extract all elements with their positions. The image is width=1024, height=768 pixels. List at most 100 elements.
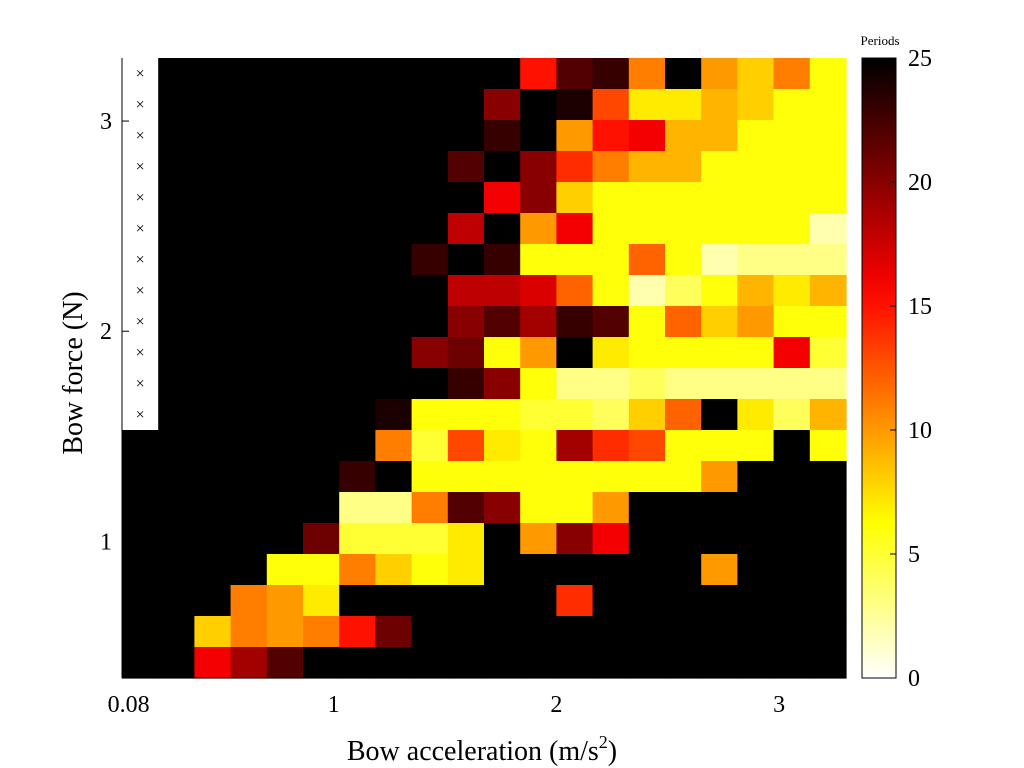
heatmap-cell xyxy=(194,430,232,462)
heatmap-cell xyxy=(628,461,666,493)
heatmap-cell xyxy=(556,58,594,90)
heatmap-cell xyxy=(158,430,195,462)
heatmap-cell xyxy=(303,151,340,183)
heatmap-cell xyxy=(447,492,485,524)
heatmap-cell xyxy=(520,244,557,276)
heatmap-cell xyxy=(122,58,159,90)
heatmap-cell xyxy=(411,368,449,400)
heatmap-cell xyxy=(809,368,847,400)
heatmap-cell xyxy=(665,306,702,338)
heatmap-cell xyxy=(266,275,304,307)
heatmap-cell xyxy=(628,585,666,617)
heatmap-cell xyxy=(158,120,195,152)
heatmap-cell xyxy=(411,616,449,648)
heatmap-cell xyxy=(556,275,594,307)
heatmap-cell xyxy=(628,182,666,214)
heatmap-cell xyxy=(339,647,376,679)
y-tick-label: 3 xyxy=(100,109,112,135)
heatmap-cell xyxy=(701,213,738,245)
heatmap-cell xyxy=(737,58,775,90)
heatmap-cell xyxy=(773,182,811,214)
heatmap-cell xyxy=(520,89,557,121)
heatmap-cell xyxy=(737,213,775,245)
heatmap-cell xyxy=(447,182,485,214)
heatmap-cell xyxy=(375,337,413,369)
heatmap-cell xyxy=(194,182,232,214)
heatmap-cell xyxy=(230,58,268,90)
heatmap-cell xyxy=(592,585,630,617)
heatmap-cell xyxy=(411,182,449,214)
heatmap-cell xyxy=(194,585,232,617)
heatmap-cell xyxy=(737,151,775,183)
heatmap-cell xyxy=(592,275,630,307)
heatmap-cell xyxy=(230,182,268,214)
not-sampled-marker: × xyxy=(136,407,145,424)
heatmap-cell xyxy=(339,523,376,555)
heatmap-cell xyxy=(411,306,449,338)
heatmap-cell xyxy=(266,337,304,369)
heatmap-cell xyxy=(773,213,811,245)
axes: 0.08 1 2 3 1 2 3 xyxy=(100,58,846,718)
heatmap-cell xyxy=(303,616,340,648)
heatmap-cell xyxy=(809,461,847,493)
heatmap-cell xyxy=(665,275,702,307)
heatmap-cell xyxy=(701,430,738,462)
heatmap-cell xyxy=(628,647,666,679)
heatmap-cell xyxy=(520,182,557,214)
heatmap-cell xyxy=(411,554,449,586)
colorbar-title: Periods xyxy=(861,33,900,48)
not-sampled-marker: × xyxy=(136,190,145,207)
heatmap-cell xyxy=(266,523,304,555)
heatmap-cell xyxy=(339,120,376,152)
heatmap-cell xyxy=(665,647,702,679)
heatmap-cell xyxy=(773,275,811,307)
heatmap-cell xyxy=(158,151,195,183)
heatmap-cell xyxy=(556,244,594,276)
heatmap-cell xyxy=(592,151,630,183)
heatmap-cell xyxy=(737,430,775,462)
heatmap-cell xyxy=(628,306,666,338)
heatmap-cell xyxy=(122,120,159,152)
heatmap-cell xyxy=(628,275,666,307)
heatmap-cell xyxy=(484,58,521,90)
heatmap-cell xyxy=(375,368,413,400)
heatmap-cell xyxy=(266,151,304,183)
heatmap-cell xyxy=(230,523,268,555)
heatmap-cell xyxy=(701,244,738,276)
heatmap-cell xyxy=(701,647,738,679)
heatmap-cell xyxy=(122,430,159,462)
not-sampled-marker: × xyxy=(136,221,145,238)
heatmap-cell xyxy=(484,244,521,276)
heatmap-cell xyxy=(447,616,485,648)
heatmap-cell xyxy=(339,151,376,183)
heatmap-cell xyxy=(230,585,268,617)
heatmap-cell xyxy=(411,120,449,152)
heatmap-cell xyxy=(592,399,630,431)
heatmap-cell xyxy=(230,399,268,431)
heatmap-cell xyxy=(520,368,557,400)
heatmap-cell xyxy=(809,89,847,121)
heatmap-cell xyxy=(520,523,557,555)
heatmap-cell xyxy=(592,120,630,152)
heatmap-cell xyxy=(665,182,702,214)
heatmap-cell xyxy=(447,58,485,90)
heatmap-cell xyxy=(484,337,521,369)
x-axis-title: Bow acceleration (m/s2) xyxy=(347,732,617,767)
heatmap-cell xyxy=(158,616,195,648)
heatmap-cell xyxy=(447,151,485,183)
not-sampled-marker: × xyxy=(136,97,145,114)
heatmap-cell xyxy=(773,585,811,617)
not-sampled-marker: × xyxy=(136,345,145,362)
heatmap-cell xyxy=(592,213,630,245)
heatmap-cell xyxy=(411,213,449,245)
heatmap-cell xyxy=(339,492,376,524)
heatmap-cell xyxy=(737,120,775,152)
heatmap-cell xyxy=(809,182,847,214)
heatmap-cell xyxy=(773,244,811,276)
heatmap-cell xyxy=(122,213,159,245)
heatmap-cell xyxy=(303,182,340,214)
heatmap-cell xyxy=(556,430,594,462)
heatmap-cell xyxy=(230,120,268,152)
heatmap-cell xyxy=(592,647,630,679)
heatmap-cell xyxy=(773,647,811,679)
